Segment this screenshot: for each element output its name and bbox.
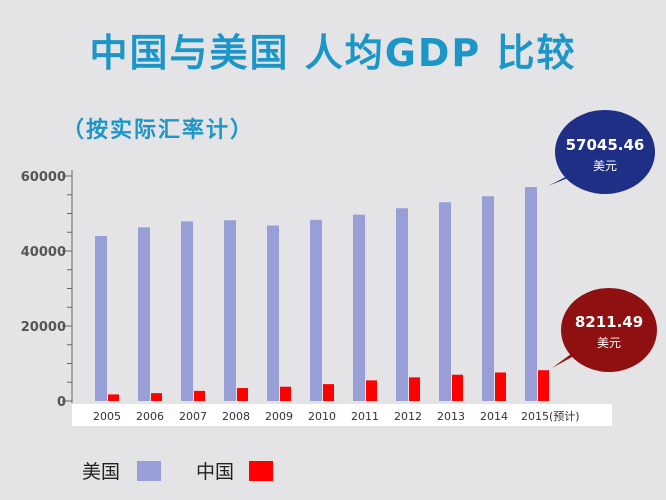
- bar-usa: [181, 221, 193, 401]
- bar-china: [366, 380, 377, 401]
- bar-usa: [138, 227, 150, 401]
- bar-china: [280, 386, 291, 401]
- bar-china: [452, 374, 463, 401]
- bar-china: [409, 377, 420, 401]
- bar-china: [495, 372, 506, 401]
- x-tick-label: 2012: [394, 410, 422, 423]
- bar-china: [151, 393, 162, 401]
- bar-usa: [310, 219, 322, 401]
- callout-china-value: 8211.49: [575, 313, 643, 331]
- callout-usa-bubble: [555, 110, 655, 194]
- callout-china-unit: 美元: [597, 336, 621, 350]
- bar-china: [108, 394, 119, 401]
- bar-usa: [439, 202, 451, 401]
- bar-usa: [224, 220, 236, 401]
- bar-china: [538, 370, 549, 401]
- bar-usa: [95, 236, 107, 401]
- x-tick-label: 2005: [93, 410, 121, 423]
- x-tick-label: 2009: [265, 410, 293, 423]
- bar-usa: [267, 225, 279, 401]
- y-tick-label: 40000: [21, 245, 66, 260]
- bar-usa: [353, 214, 365, 401]
- chart-title: 中国与美国 人均GDP 比较: [89, 31, 577, 75]
- bar-china: [237, 388, 248, 401]
- legend-label-usa: 美国: [82, 461, 120, 483]
- y-tick-label: 0: [57, 395, 66, 410]
- callout-china-bubble: [561, 288, 657, 372]
- bar-china: [194, 390, 205, 401]
- legend-label-china: 中国: [196, 461, 234, 483]
- x-tick-label: 2015(预计): [521, 410, 580, 423]
- legend-swatch-usa: [137, 461, 161, 481]
- y-tick-label: 60000: [21, 170, 66, 185]
- x-axis-band: [72, 404, 612, 426]
- callout-usa-unit: 美元: [593, 159, 617, 173]
- bar-usa: [396, 208, 408, 401]
- x-tick-label: 2008: [222, 410, 250, 423]
- bar-usa: [525, 187, 537, 401]
- x-tick-label: 2007: [179, 410, 207, 423]
- bar-usa: [482, 196, 494, 401]
- x-tick-label: 2014: [480, 410, 508, 423]
- x-tick-label: 2010: [308, 410, 336, 423]
- x-tick-label: 2011: [351, 410, 379, 423]
- callout-usa-value: 57045.46: [566, 136, 645, 154]
- legend-swatch-china: [249, 461, 273, 481]
- x-tick-label: 2006: [136, 410, 164, 423]
- chart-subtitle: （按实际汇率计）: [62, 118, 255, 143]
- y-tick-label: 20000: [21, 320, 66, 335]
- bar-china: [323, 384, 334, 401]
- x-tick-label: 2013: [437, 410, 465, 423]
